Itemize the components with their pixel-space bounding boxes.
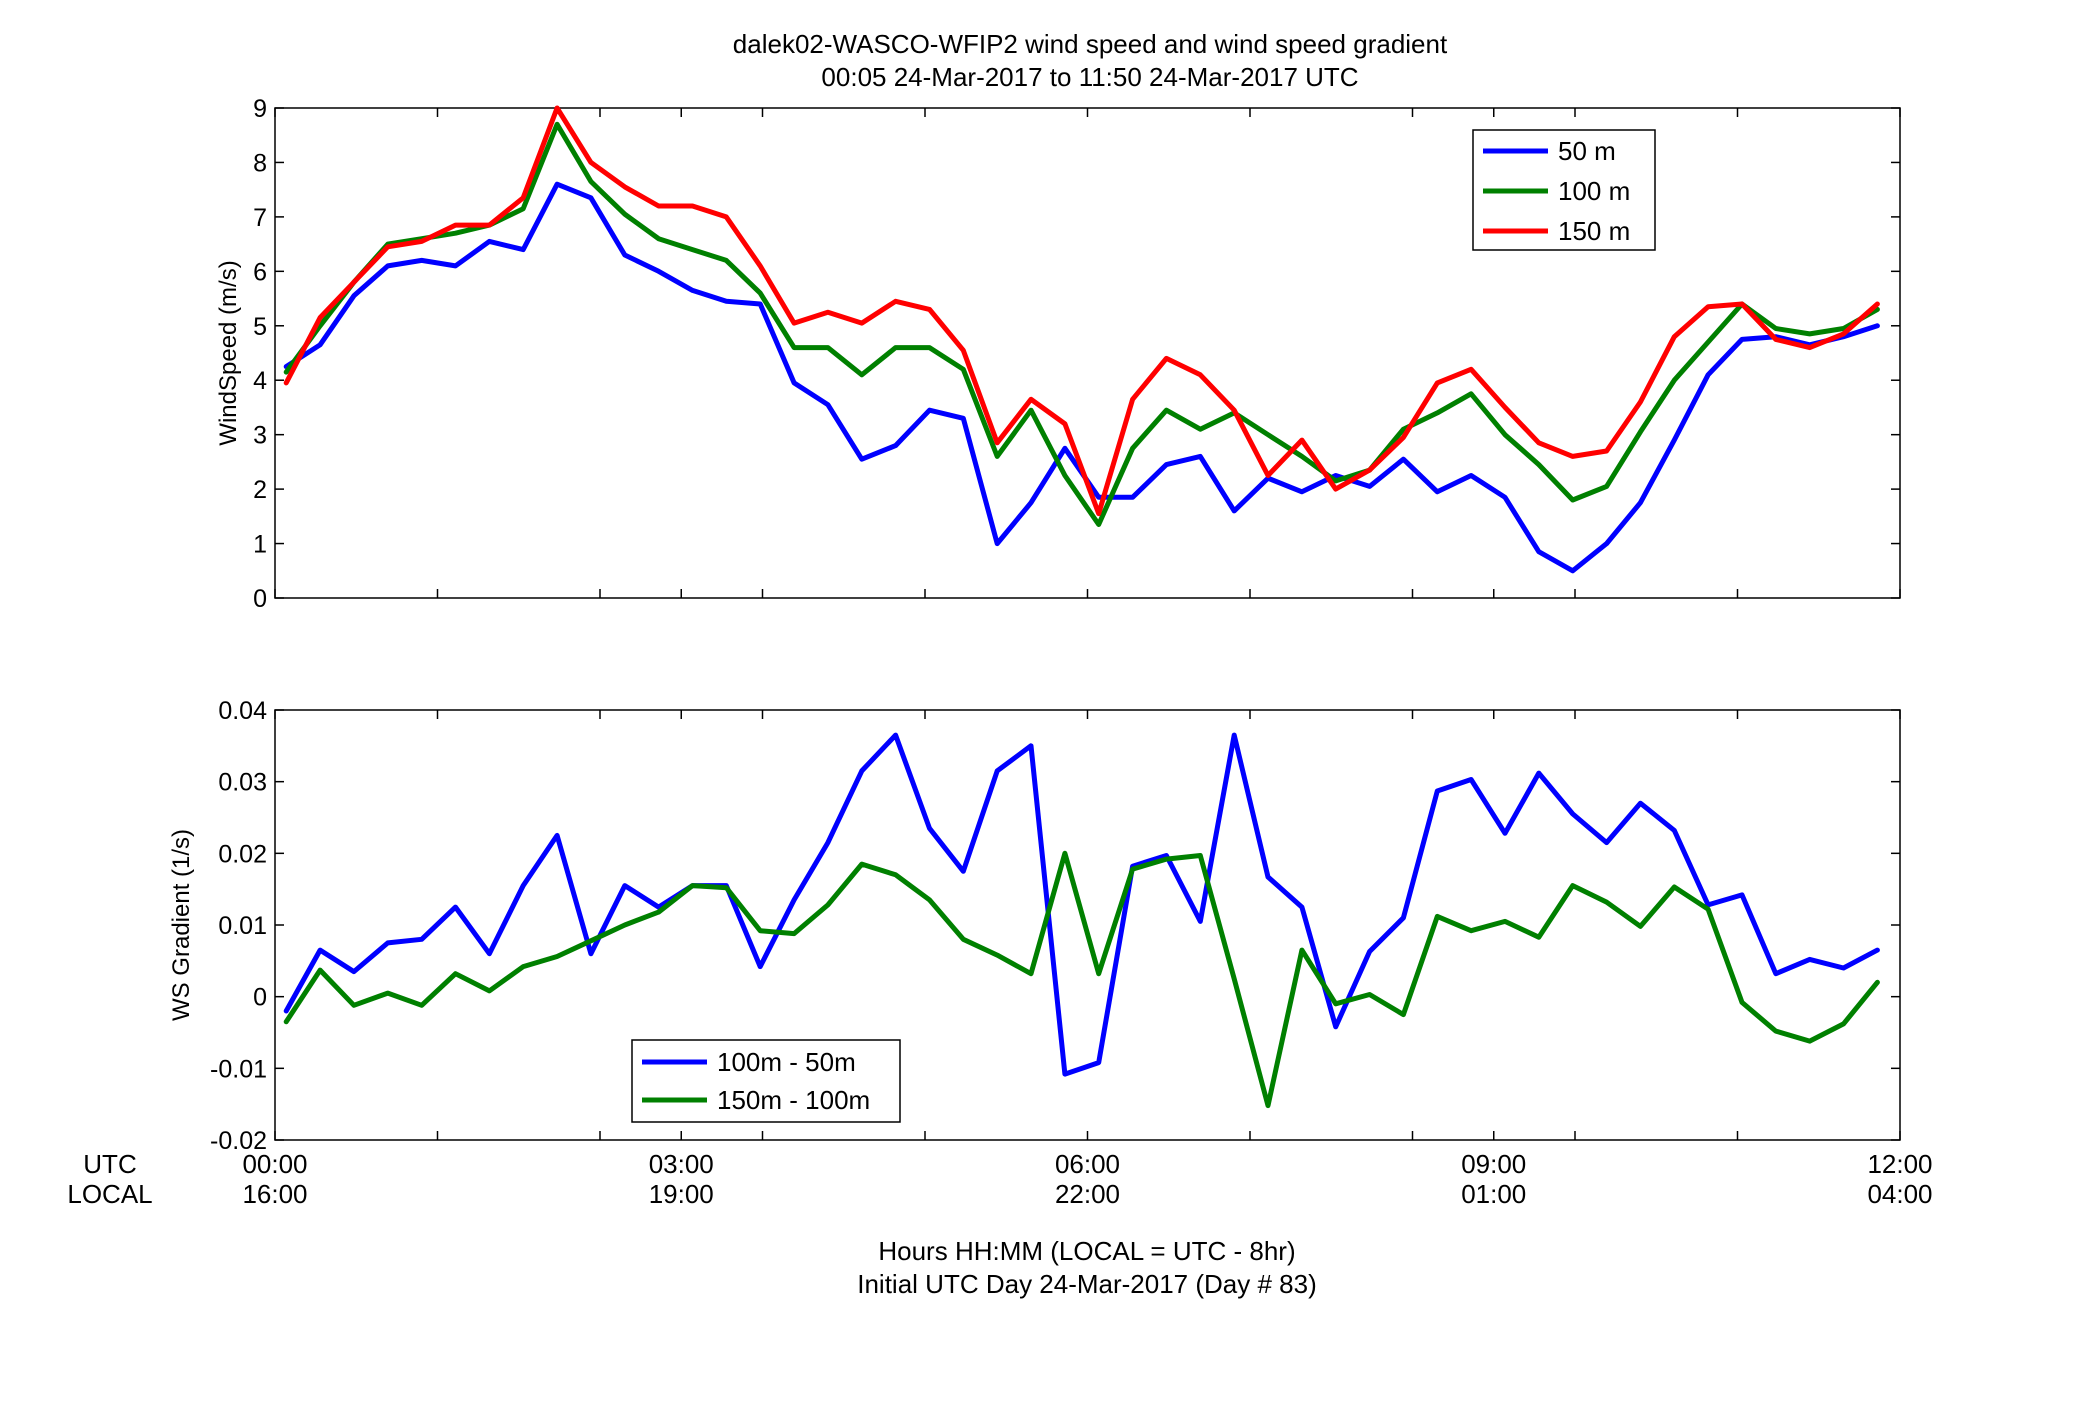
legend-label-100m: 100 m — [1558, 176, 1630, 206]
local-tick-label: 16:00 — [242, 1179, 307, 1209]
windspeed-panel: 0 1 2 3 4 5 6 7 8 9 WindSpeed (m/s) 50 m 100 m 15… — [215, 95, 1901, 613]
gradient-series-line-2 — [283, 850, 1880, 1109]
gradient-y-tick-label: 0 — [253, 984, 267, 1012]
local-tick-label: 19:00 — [649, 1179, 714, 1209]
utc-row-label: UTC — [83, 1149, 136, 1179]
utc-tick-label: 00:00 — [242, 1149, 307, 1179]
windspeed-y-tick-label: 8 — [253, 149, 267, 177]
windspeed-y-tick-label: 2 — [253, 476, 267, 504]
windspeed-legend: 50 m 100 m 150 m — [1472, 129, 1656, 251]
windspeed-axes-frame — [274, 107, 1901, 599]
gradient-y-tick-label: -0.02 — [210, 1127, 267, 1155]
utc-tick-label: 03:00 — [649, 1149, 714, 1179]
gradient-y-axis-label: WS Gradient (1/s) — [168, 829, 195, 1021]
legend-label-150m-100m: 150m - 100m — [717, 1085, 870, 1115]
gradient-series-line-1 — [283, 732, 1880, 1077]
legend-label-150m: 150 m — [1558, 216, 1630, 246]
legend-label-50m: 50 m — [1558, 136, 1616, 166]
x-axis-label: Hours HH:MM (LOCAL = UTC - 8hr) — [878, 1236, 1295, 1266]
windspeed-series-line-2 — [283, 121, 1880, 527]
windspeed-series-line-3 — [283, 105, 1880, 517]
utc-tick-label: 12:00 — [1867, 1149, 1932, 1179]
windspeed-y-tick-label: 9 — [253, 95, 267, 123]
windspeed-y-tick-label: 7 — [253, 204, 267, 232]
local-tick-label: 04:00 — [1867, 1179, 1932, 1209]
gradient-y-tick-label: -0.01 — [210, 1055, 267, 1083]
x-axis-sublabel: Initial UTC Day 24-Mar-2017 (Day # 83) — [857, 1269, 1317, 1299]
windspeed-y-tick-label: 1 — [253, 531, 267, 559]
gradient-y-tick-label: 0.04 — [218, 697, 267, 725]
windspeed-y-tick-label: 6 — [253, 258, 267, 286]
gradient-panel: -0.02 -0.01 0 0.01 0.02 0.03 0.04 WS Gradient … — [168, 697, 1901, 1155]
gradient-legend: 100m - 50m 150m - 100m — [631, 1039, 901, 1123]
utc-tick-label: 06:00 — [1055, 1149, 1120, 1179]
windspeed-y-tick-label: 0 — [253, 585, 267, 613]
gradient-y-tick-label: 0.01 — [218, 912, 267, 940]
local-row-label: LOCAL — [67, 1179, 152, 1209]
local-tick-label: 22:00 — [1055, 1179, 1120, 1209]
local-tick-label: 01:00 — [1461, 1179, 1526, 1209]
windspeed-y-axis-label: WindSpeed (m/s) — [215, 260, 242, 445]
legend-label-100m-50m: 100m - 50m — [717, 1047, 856, 1077]
gradient-y-tick-label: 0.03 — [218, 769, 267, 797]
chart-title: dalek02-WASCO-WFIP2 wind speed and wind … — [733, 29, 1448, 59]
windspeed-y-tick-label: 5 — [253, 313, 267, 341]
gradient-y-tick-label: 0.02 — [218, 840, 267, 868]
gradient-legend-box — [631, 1039, 901, 1123]
windspeed-y-tick-label: 4 — [253, 367, 267, 395]
utc-tick-label: 09:00 — [1461, 1149, 1526, 1179]
chart-subtitle: 00:05 24-Mar-2017 to 11:50 24-Mar-2017 U… — [821, 62, 1358, 92]
windspeed-y-tick-label: 3 — [253, 422, 267, 450]
